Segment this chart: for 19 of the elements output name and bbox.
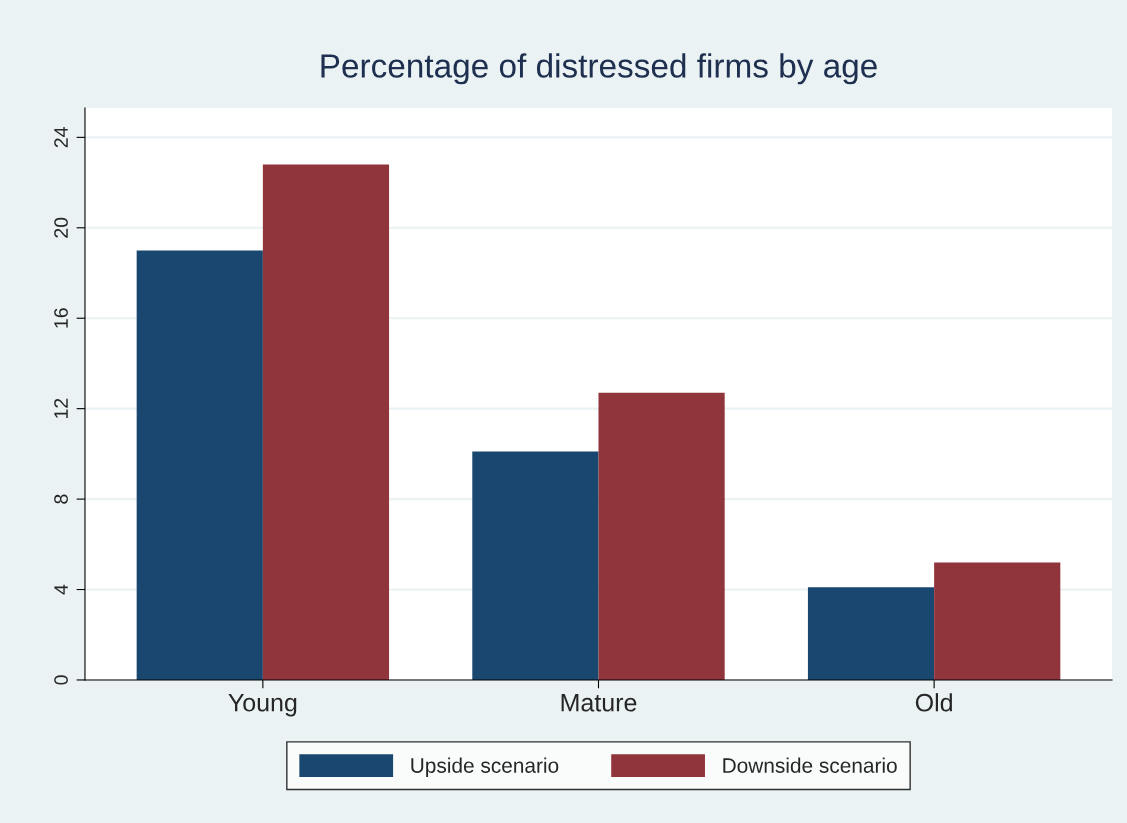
y-tick-label: 4 bbox=[54, 584, 68, 595]
y-tick-label: 0 bbox=[54, 675, 68, 685]
y-tick-label: 20 bbox=[54, 217, 68, 238]
y-tick-label: 16 bbox=[54, 308, 68, 328]
bar bbox=[598, 392, 725, 680]
y-tick-label: 8 bbox=[54, 494, 68, 504]
chart-title: Percentage of distressed firms by age bbox=[321, 53, 877, 85]
y-tick-label: 24 bbox=[54, 127, 68, 148]
y-tick-label: 12 bbox=[54, 398, 68, 418]
bar bbox=[136, 250, 263, 680]
x-tick-label: Young bbox=[228, 694, 297, 717]
bar bbox=[807, 587, 935, 680]
legend-label: Downside scenario bbox=[723, 757, 897, 773]
bar bbox=[934, 562, 1061, 680]
x-tick-label: Old bbox=[915, 693, 952, 712]
bar bbox=[262, 164, 390, 680]
bar bbox=[472, 451, 599, 680]
x-tick-label: Mature bbox=[561, 694, 637, 712]
legend-label: Upside scenario bbox=[411, 757, 559, 778]
